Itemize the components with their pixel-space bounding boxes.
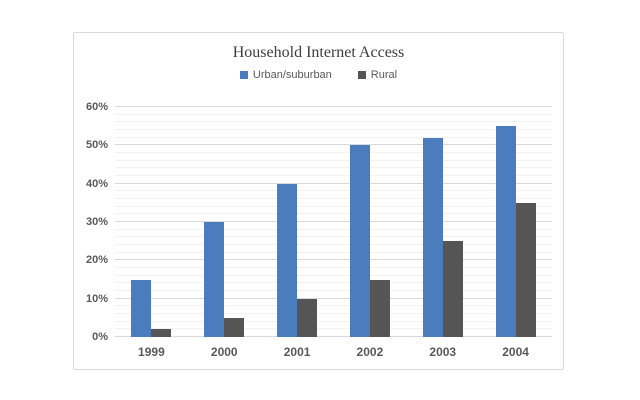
y-tick-label: 60% (85, 101, 108, 113)
bar-group (204, 222, 245, 337)
bar-rural (515, 202, 536, 337)
gridline-minor (115, 167, 552, 169)
gridline-minor (115, 313, 552, 314)
x-tick-label: 2001 (283, 345, 311, 359)
bar-urban-suburban (495, 126, 516, 337)
y-tick-label: 50% (85, 139, 108, 152)
legend-item-rural: Rural (357, 69, 398, 81)
y-tick-label: 30% (85, 216, 108, 228)
legend-swatch-rural-icon (357, 71, 366, 79)
bar-rural (224, 317, 245, 337)
y-tick-label: 0% (92, 331, 108, 343)
gridline-minor (115, 274, 552, 276)
legend-label-urban-suburban: Urban/suburban (252, 69, 332, 81)
gridline-minor (115, 152, 552, 153)
gridline-minor (115, 175, 552, 176)
bar-urban-suburban (422, 137, 443, 337)
x-tick-label: 2000 (210, 345, 238, 359)
bar-urban-suburban (349, 145, 370, 337)
gridline-major (115, 144, 552, 146)
gridline-major (115, 297, 552, 299)
chart-title: Household Internet Access (232, 44, 405, 61)
gridline-minor (115, 198, 552, 199)
gridline-minor (115, 121, 552, 123)
gridline-major (115, 221, 552, 222)
x-axis: 1999 2000 2001 2002 2003 2004 (115, 345, 552, 361)
gridline-minor (115, 305, 552, 307)
x-tick-label: 2002 (356, 345, 384, 359)
gridline-minor (115, 282, 552, 284)
x-tick-label: 2003 (429, 345, 457, 359)
bar-group (495, 126, 536, 337)
y-axis: 0% 10% 20% 30% 40% 50% 60% (76, 101, 108, 343)
x-tick-label: 2004 (502, 345, 529, 359)
gridline-minor (115, 251, 552, 253)
bar-group (422, 137, 463, 337)
chart-container: Household Internet Access Urban/suburban… (73, 32, 564, 370)
gridline-minor (115, 290, 552, 291)
bar-urban-suburban (204, 222, 225, 337)
gridline-minor (115, 236, 552, 238)
y-tick-label: 10% (85, 292, 108, 305)
bar-group (277, 183, 318, 337)
bar-rural (369, 279, 390, 337)
bar-urban-suburban (131, 279, 152, 337)
gridline-minor (115, 244, 552, 245)
bar-rural (297, 298, 318, 337)
gridline-minor (115, 113, 552, 115)
legend-label-rural: Rural (370, 69, 398, 81)
gridline-minor (115, 320, 552, 322)
gridline-minor (115, 205, 552, 207)
gridline-major (115, 182, 552, 184)
legend-item-urban-suburban: Urban/suburban (239, 69, 332, 81)
bar-rural (151, 329, 172, 337)
gridline-minor (115, 190, 552, 192)
gridline-major (115, 336, 552, 337)
bar-group (131, 279, 172, 337)
plot-area (115, 106, 552, 337)
bar-group (349, 145, 390, 337)
y-tick-label: 40% (85, 177, 108, 190)
x-tick-label: 1999 (138, 345, 165, 359)
bar-rural (442, 241, 463, 337)
y-tick-label: 20% (85, 254, 108, 267)
gridline-major (115, 259, 552, 261)
gridline-minor (115, 228, 552, 230)
gridline-minor (115, 136, 552, 138)
gridline-minor (115, 267, 552, 268)
gridline-minor (115, 328, 552, 330)
chart-legend: Urban/suburban Rural (74, 69, 563, 81)
legend-swatch-urban-suburban-icon (239, 71, 248, 79)
gridline-minor (115, 159, 552, 161)
gridline-minor (115, 213, 552, 215)
bar-urban-suburban (277, 183, 298, 337)
gridline-minor (115, 129, 552, 130)
gridline-major (115, 106, 552, 107)
